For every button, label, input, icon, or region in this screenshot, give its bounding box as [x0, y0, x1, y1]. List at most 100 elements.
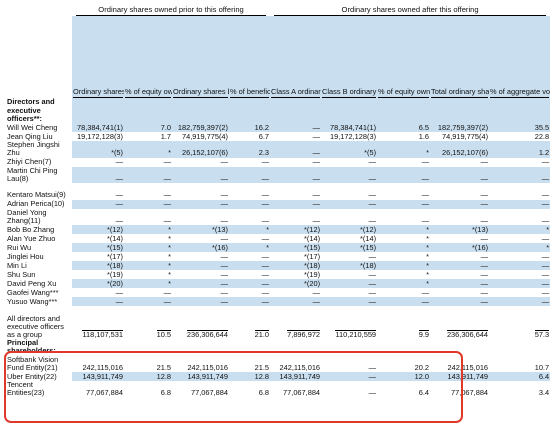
- row-value: *(15): [72, 243, 124, 252]
- column-header: % of equity ownership†: [124, 16, 172, 98]
- row-value: 78,384,741(1): [321, 123, 378, 132]
- row-value: *(20): [72, 279, 124, 288]
- row-name: All directors and executive officers as …: [7, 313, 64, 339]
- column-header: Total ordinary shares beneficially owned…: [430, 16, 490, 98]
- row-value: —: [368, 270, 377, 279]
- row-value: 19,172,128(3): [76, 132, 123, 141]
- row-value: *: [168, 234, 171, 243]
- row-value: —: [312, 157, 321, 167]
- column-header: Ordinary shares beneficially owned in te…: [172, 16, 229, 98]
- row-value: —: [541, 288, 550, 297]
- row-value: 1.7: [160, 132, 171, 141]
- row-value: —: [124, 166, 172, 183]
- row-value: *(16): [430, 243, 490, 252]
- row-value: 236,306,644: [186, 329, 228, 339]
- row-value: —: [480, 157, 489, 167]
- row-value: *(12): [72, 225, 124, 234]
- row-name: Kentaro Matsui(9): [7, 190, 66, 200]
- row-value: *: [426, 270, 430, 279]
- row-value: —: [172, 199, 229, 209]
- row-value: 242,115,016: [279, 362, 321, 372]
- row-value: *: [377, 279, 431, 288]
- row-value: 21.0: [254, 329, 270, 339]
- row-value: —: [163, 157, 171, 167]
- column-header-row: Ordinary shares with an economic interes…: [6, 16, 551, 98]
- row-value: —: [261, 270, 270, 279]
- row-value: *(13): [172, 225, 229, 234]
- row-value: —: [321, 199, 378, 209]
- principal-body: Softbank Vision Fund Entity(21) 242,115,0…: [6, 356, 551, 398]
- row-value: *(20): [270, 279, 322, 288]
- row-value: 12.8: [229, 372, 271, 381]
- row-value: —: [261, 288, 270, 297]
- column-header: Class A ordinary shares with an economic…: [270, 16, 322, 98]
- row-name: Daniel Yong Zhang(11): [7, 208, 47, 225]
- row-value: 2.3: [229, 141, 271, 158]
- row-value: 77,067,884: [191, 388, 228, 398]
- row-value: 26,152,107(6): [172, 141, 229, 158]
- row-value: *(18): [72, 261, 124, 270]
- section-principal-row: Principal shareholders:: [6, 339, 550, 356]
- row-value: —: [312, 132, 321, 141]
- row-value: 77,067,884: [283, 388, 321, 398]
- row-value: —: [377, 297, 431, 306]
- row-value: —: [480, 270, 489, 279]
- row-value: —: [377, 166, 431, 183]
- table-row: Stephen Jingshi Zhu *(5) * 26,152,107(6) 2.3…: [6, 141, 551, 158]
- row-value: 6.5: [377, 123, 431, 132]
- row-value: *: [168, 270, 171, 279]
- row-value: 118,107,531: [82, 329, 123, 339]
- row-value: —: [368, 362, 377, 372]
- row-value: 182,759,397(2): [430, 123, 490, 132]
- row-value: —: [541, 190, 550, 200]
- row-value: —: [489, 261, 551, 270]
- row-value: *: [377, 261, 431, 270]
- row-value: —: [489, 166, 551, 183]
- table-row: Min Li *(18) * — — *(18) *(18) * — —: [6, 261, 551, 270]
- row-value: 6.8: [258, 388, 270, 398]
- row-value: —: [72, 199, 124, 209]
- row-name: Bob Bo Zhang: [7, 225, 55, 234]
- row-name: Martin Chi Ping Lau(8): [7, 166, 58, 183]
- row-value: —: [229, 297, 271, 306]
- row-value: —: [220, 270, 228, 279]
- row-value: 6.8: [160, 388, 171, 398]
- row-value: —: [489, 297, 551, 306]
- row-name: Shu Sun: [7, 270, 36, 279]
- group-header-row: Ordinary shares owned prior to this offe…: [6, 4, 550, 16]
- row-value: —: [172, 297, 229, 306]
- row-value: —: [480, 234, 489, 243]
- row-value: —: [229, 261, 271, 270]
- row-value: —: [368, 190, 377, 200]
- row-name: Yusuo Wang***: [7, 297, 58, 306]
- row-value: 7,896,972: [287, 329, 321, 339]
- table-row: Daniel Yong Zhang(11) — — — — — — — — —: [6, 209, 550, 226]
- row-value: *: [377, 225, 431, 234]
- row-value: —: [261, 215, 270, 225]
- row-name: Jean Qing Liu: [7, 132, 53, 141]
- row-value: —: [270, 297, 322, 306]
- row-value: —: [72, 297, 124, 306]
- row-value: 1.2: [489, 141, 551, 158]
- row-value: —: [229, 199, 271, 209]
- row-value: *: [124, 279, 172, 288]
- row-value: —: [115, 190, 123, 200]
- column-header: Ordinary shares with an economic interes…: [72, 16, 124, 98]
- row-value: *(19): [106, 270, 123, 279]
- row-value: 9.9: [418, 329, 430, 339]
- row-value: 12.0: [377, 372, 431, 381]
- row-name: Will Wei Cheng: [7, 123, 58, 132]
- row-value: —: [421, 190, 430, 200]
- row-value: —: [163, 215, 171, 225]
- row-value: 35.5: [489, 123, 551, 132]
- row-value: *: [489, 225, 551, 234]
- row-value: 12.8: [124, 372, 172, 381]
- row-value: *: [168, 252, 171, 261]
- row-value: *(17): [106, 252, 123, 261]
- row-value: *: [426, 234, 430, 243]
- section-heading-directors: Directors and executive officers**:: [7, 98, 55, 123]
- row-value: 10.7: [534, 362, 550, 372]
- row-name: Rui Wu: [7, 243, 32, 252]
- row-value: —: [480, 215, 489, 225]
